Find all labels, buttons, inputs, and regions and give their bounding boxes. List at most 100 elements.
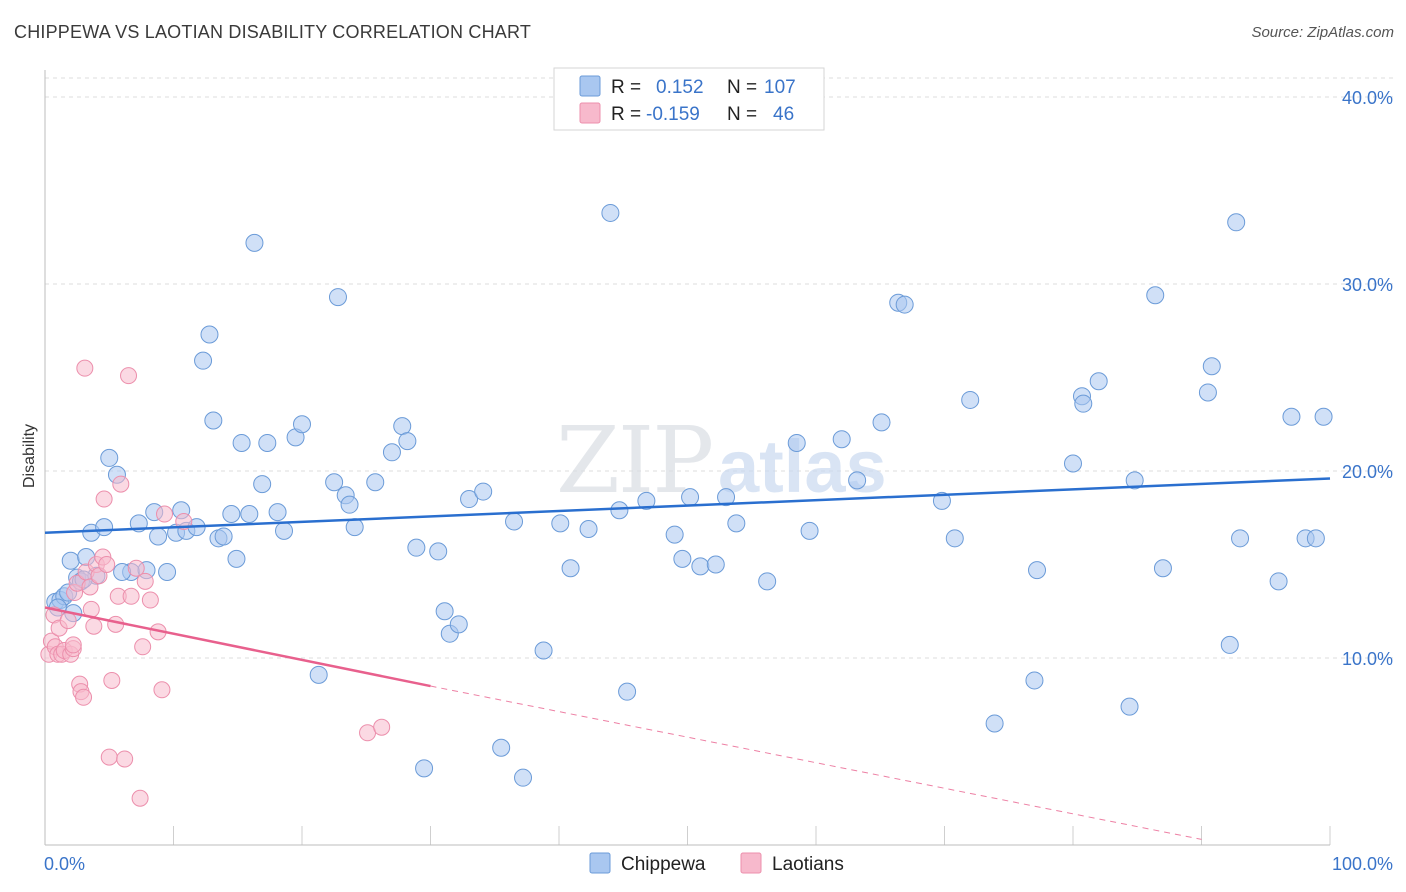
chippewa-point: [435, 602, 454, 621]
laotians-point: [75, 688, 93, 706]
chippewa-point: [1064, 454, 1082, 473]
laotians-point: [76, 359, 94, 377]
laotians-point: [59, 612, 77, 630]
legend-r-label-2: R =: [611, 104, 641, 125]
chippewa-point: [1227, 213, 1246, 232]
chippewa-point: [848, 471, 867, 490]
chippewa-point: [1202, 357, 1221, 376]
chippewa-point: [232, 433, 251, 452]
series-legend-swatch-laotians: [740, 852, 762, 874]
chippewa-point: [492, 738, 511, 757]
stats-legend: R = 0.152 N = 107 R = -0.159 N = 46: [553, 67, 825, 131]
chippewa-point: [505, 512, 524, 531]
legend-r-value-1: 0.152: [656, 77, 704, 98]
chippewa-point: [407, 538, 426, 557]
chippewa-point: [727, 514, 746, 533]
x-tick-label-0: 0.0%: [44, 854, 85, 874]
legend-n-label-1: N =: [727, 77, 757, 98]
chippewa-point: [514, 768, 533, 787]
chippewa-point: [309, 665, 328, 684]
chippewa-point: [429, 542, 448, 561]
chippewa-point: [758, 572, 777, 591]
y-tick-label-10: 10.0%: [1342, 649, 1393, 669]
chippewa-point: [1089, 372, 1108, 391]
laotians-trend-extension: [430, 685, 1202, 840]
x-axis-ticks: [173, 826, 1331, 845]
chippewa-point: [275, 521, 294, 540]
chippewa-point: [601, 203, 620, 222]
chippewa-point: [1153, 559, 1172, 578]
chippewa-point: [637, 491, 656, 510]
chippewa-point: [985, 714, 1004, 733]
laotians-point: [103, 671, 121, 689]
y-tick-label-20: 20.0%: [1342, 462, 1393, 482]
laotians-point: [100, 748, 118, 766]
chart-title: CHIPPEWA VS LAOTIAN DISABILITY CORRELATI…: [14, 22, 532, 42]
y-tick-labels: 10.0% 20.0% 30.0% 40.0%: [1342, 88, 1393, 669]
chippewa-point: [945, 529, 964, 548]
stats-legend-swatch-laotians: [579, 102, 601, 124]
series-legend-swatch-chippewa: [589, 852, 611, 874]
chippewa-point: [551, 514, 570, 533]
laotians-point: [81, 578, 99, 596]
chippewa-point: [618, 682, 637, 701]
chippewa-point: [245, 233, 264, 252]
chippewa-point: [194, 351, 213, 370]
chippewa-point: [415, 759, 434, 778]
chippewa-point: [800, 521, 819, 540]
y-tick-label-30: 30.0%: [1342, 275, 1393, 295]
chippewa-point: [149, 527, 168, 546]
chippewa-point: [393, 417, 412, 436]
chippewa-point: [681, 488, 700, 507]
chippewa-point: [474, 482, 493, 501]
chippewa-point: [691, 557, 710, 576]
laotians-point: [359, 724, 377, 742]
laotians-point: [116, 750, 134, 768]
legend-r-label-1: R =: [611, 77, 641, 98]
chippewa-point: [1314, 407, 1333, 426]
chippewa-point: [258, 433, 277, 452]
chippewa-point: [253, 475, 272, 494]
chippewa-point: [787, 433, 806, 452]
y-axis-title: Disability: [21, 424, 38, 488]
laotians-point: [156, 505, 174, 523]
chippewa-point: [673, 549, 692, 568]
chippewa-point: [872, 413, 891, 432]
chippewa-point: [100, 448, 119, 467]
chippewa-point: [268, 503, 287, 522]
chippewa-point: [706, 555, 725, 574]
trend-lines: [44, 477, 1331, 840]
chippewa-point: [1306, 529, 1325, 548]
chippewa-point: [534, 641, 553, 660]
laotians-point: [85, 617, 103, 635]
series-legend: Chippewa Laotians: [589, 852, 844, 875]
chippewa-point: [214, 527, 233, 546]
chippewa-point: [61, 551, 80, 570]
laotians-point: [134, 638, 152, 656]
chippewa-point: [1146, 286, 1165, 305]
chippewa-point: [1120, 697, 1139, 716]
chippewa-point: [579, 519, 598, 538]
chippewa-point: [1231, 529, 1250, 548]
legend-n-value-2: 46: [773, 104, 794, 125]
chippewa-point: [293, 415, 311, 434]
chippewa-point: [366, 473, 385, 492]
chippewa-point: [1028, 561, 1047, 580]
laotians-trend-line: [44, 606, 431, 688]
chippewa-point: [932, 491, 951, 510]
laotians-point: [141, 591, 159, 609]
legend-n-label-2: N =: [727, 104, 757, 125]
chippewa-point: [382, 443, 401, 462]
chippewa-point: [200, 325, 219, 344]
laotians-point: [153, 681, 171, 699]
legend-n-value-1: 107: [764, 77, 796, 98]
x-tick-labels: 0.0% 100.0%: [44, 854, 1393, 874]
chippewa-trend-line: [44, 477, 1331, 534]
laotians-point: [131, 789, 149, 807]
chippewa-point: [158, 562, 177, 581]
chippewa-point: [345, 518, 364, 537]
chippewa-point: [449, 615, 468, 634]
chippewa-point: [1269, 572, 1288, 591]
laotians-point: [64, 636, 82, 654]
chippewa-point: [340, 495, 359, 514]
